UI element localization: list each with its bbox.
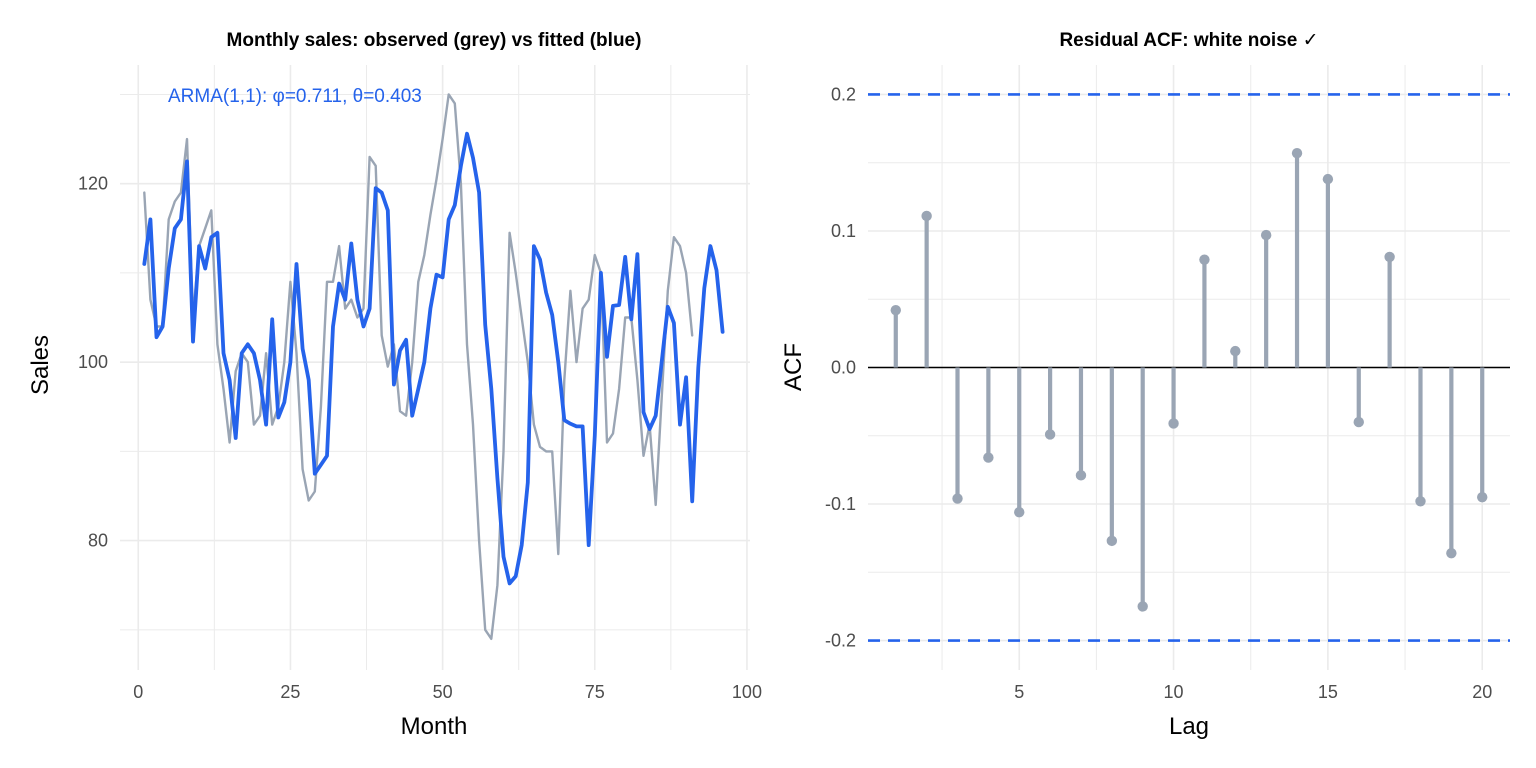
acf-point [983,452,994,463]
y-tick-label: 100 [78,352,108,372]
arma-annotation: ARMA(1,1): φ=0.711, θ=0.403 [168,86,422,107]
acf-point [1291,147,1303,159]
sales-x-axis-title: Month [401,713,468,740]
residual-acf-panel: Residual ACF: white noise ✓ 5 10 15 20 -0.2 -… [780,30,1510,740]
acf-point [1446,547,1457,559]
x-tick-label: 100 [732,682,762,702]
acf-x-axis-title: Lag [1169,713,1209,740]
y-tick-label: -0.1 [825,494,856,514]
sales-y-axis-title: Sales [27,335,54,395]
acf-chart-title: Residual ACF: white noise ✓ [1059,30,1318,51]
x-tick-label: 50 [433,682,453,702]
acf-point [1260,229,1272,241]
y-tick-label: 0.2 [831,84,856,104]
y-tick-label: 0.1 [831,221,856,241]
x-tick-label: 75 [585,682,605,702]
acf-point [1075,470,1087,481]
acf-point [1322,173,1334,185]
acf-chart-stems [890,147,1488,612]
y-tick-label: 120 [78,174,108,194]
acf-point [1353,416,1364,428]
acf-point [1199,254,1210,265]
acf-point [1230,345,1241,357]
acf-y-axis-title: ACF [780,343,807,391]
sales-chart-series [142,93,725,640]
fitted-series-line [142,131,725,586]
acf-point [1415,496,1426,507]
x-tick-label: 0 [133,682,143,702]
y-tick-label: 0.0 [831,358,856,378]
x-tick-label: 15 [1318,682,1338,702]
acf-point [890,304,901,316]
sales-chart-title: Monthly sales: observed (grey) vs fitted… [227,30,642,51]
acf-point [952,493,963,504]
acf-chart-ticks: 5 10 15 20 -0.2 -0.1 0.0 0.1 0.2 [825,84,1492,702]
acf-point [1044,429,1056,440]
acf-point [921,210,932,222]
acf-chart-grid [868,65,1510,670]
sales-chart-ticks: 0 25 50 75 100 80 100 120 [78,174,762,702]
y-tick-label: -0.2 [825,631,856,651]
acf-point [1168,418,1179,429]
y-tick-label: 80 [88,531,108,551]
acf-point [1477,491,1488,503]
acf-point [1384,251,1395,263]
acf-point [1014,506,1025,518]
x-tick-label: 10 [1164,682,1184,702]
sales-chart-grid [120,65,750,670]
x-tick-label: 20 [1472,682,1492,702]
x-tick-label: 5 [1014,682,1024,702]
x-tick-label: 25 [280,682,300,702]
acf-point [1106,535,1118,547]
sales-time-series-panel: Monthly sales: observed (grey) vs fitted… [27,30,762,740]
acf-point [1137,601,1148,612]
